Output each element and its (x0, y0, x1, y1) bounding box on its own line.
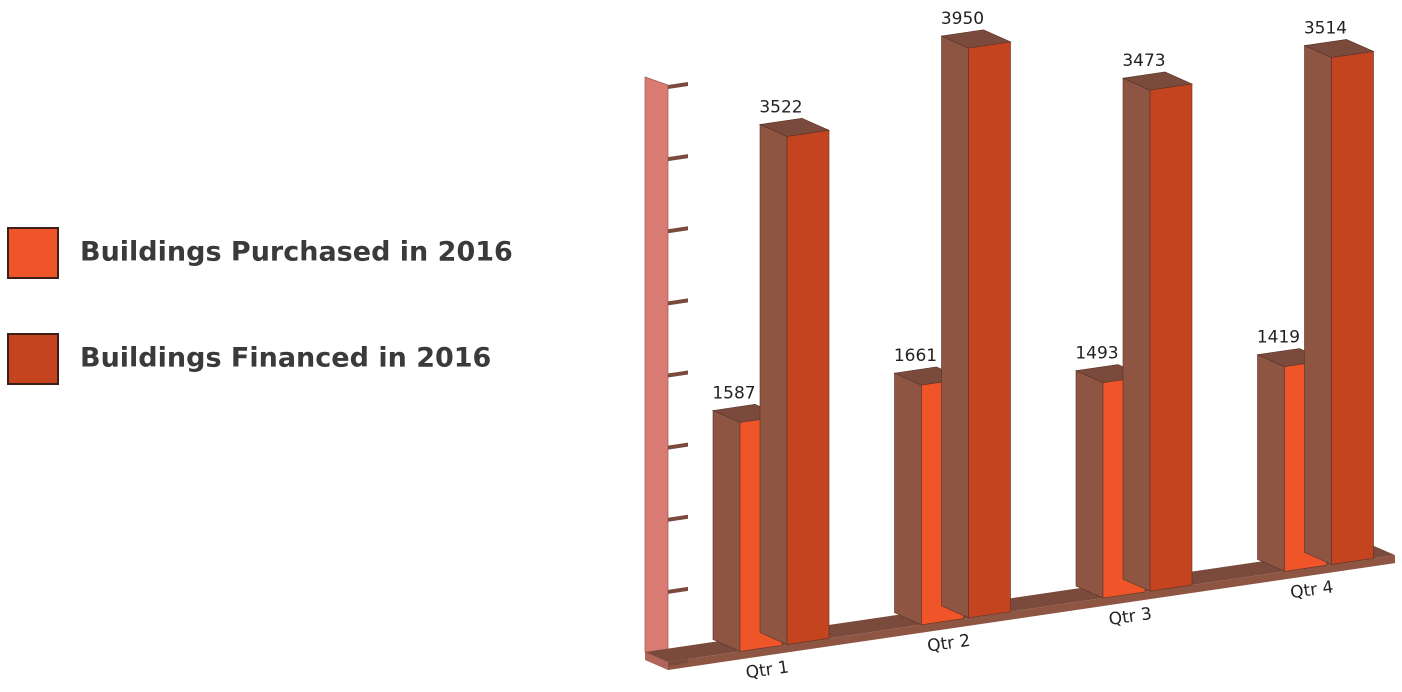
data-label: 3522 (759, 97, 802, 117)
bar-side (941, 35, 969, 619)
bar (786, 129, 830, 645)
bar-side (1075, 370, 1104, 599)
bar (1149, 83, 1193, 592)
floor-edge (668, 555, 1395, 670)
bar-side (759, 123, 788, 645)
data-label: 1419 (1257, 328, 1300, 348)
x-tick-label: Qtr 4 (1289, 577, 1335, 603)
legend-swatch (7, 333, 59, 385)
bar-side (894, 372, 922, 626)
data-label: 3950 (941, 9, 984, 29)
y-tick-mark (668, 226, 688, 234)
bar-side (712, 410, 741, 652)
y-tick-mark (668, 298, 688, 306)
y-tick-mark (668, 370, 688, 378)
y-tick-mark (668, 659, 688, 666)
bar-side (1304, 45, 1332, 565)
y-tick-mark (668, 586, 688, 594)
data-label: 3514 (1304, 19, 1347, 39)
y-tick-mark (668, 514, 688, 522)
y-tick-mark (668, 154, 688, 162)
bar (968, 41, 1011, 619)
bar-side (1257, 354, 1285, 572)
x-tick-label: Qtr 1 (744, 657, 790, 683)
floor (645, 545, 1395, 662)
data-label: 1661 (894, 346, 937, 366)
data-label: 1587 (712, 383, 755, 403)
wall-foot (645, 652, 668, 670)
data-label: 1493 (1075, 344, 1118, 364)
x-tick-label: Qtr 2 (926, 631, 972, 657)
legend-swatch (7, 227, 59, 279)
data-label: 3473 (1122, 51, 1165, 71)
legend-label: Buildings Purchased in 2016 (80, 237, 513, 268)
x-tick-label: Qtr 3 (1107, 604, 1153, 630)
y-tick-mark (668, 82, 688, 89)
bar-side (1122, 77, 1151, 592)
bar (1331, 51, 1374, 565)
legend-label: Buildings Financed in 2016 (80, 343, 491, 374)
y-tick-mark (668, 442, 688, 450)
wall (644, 76, 669, 663)
